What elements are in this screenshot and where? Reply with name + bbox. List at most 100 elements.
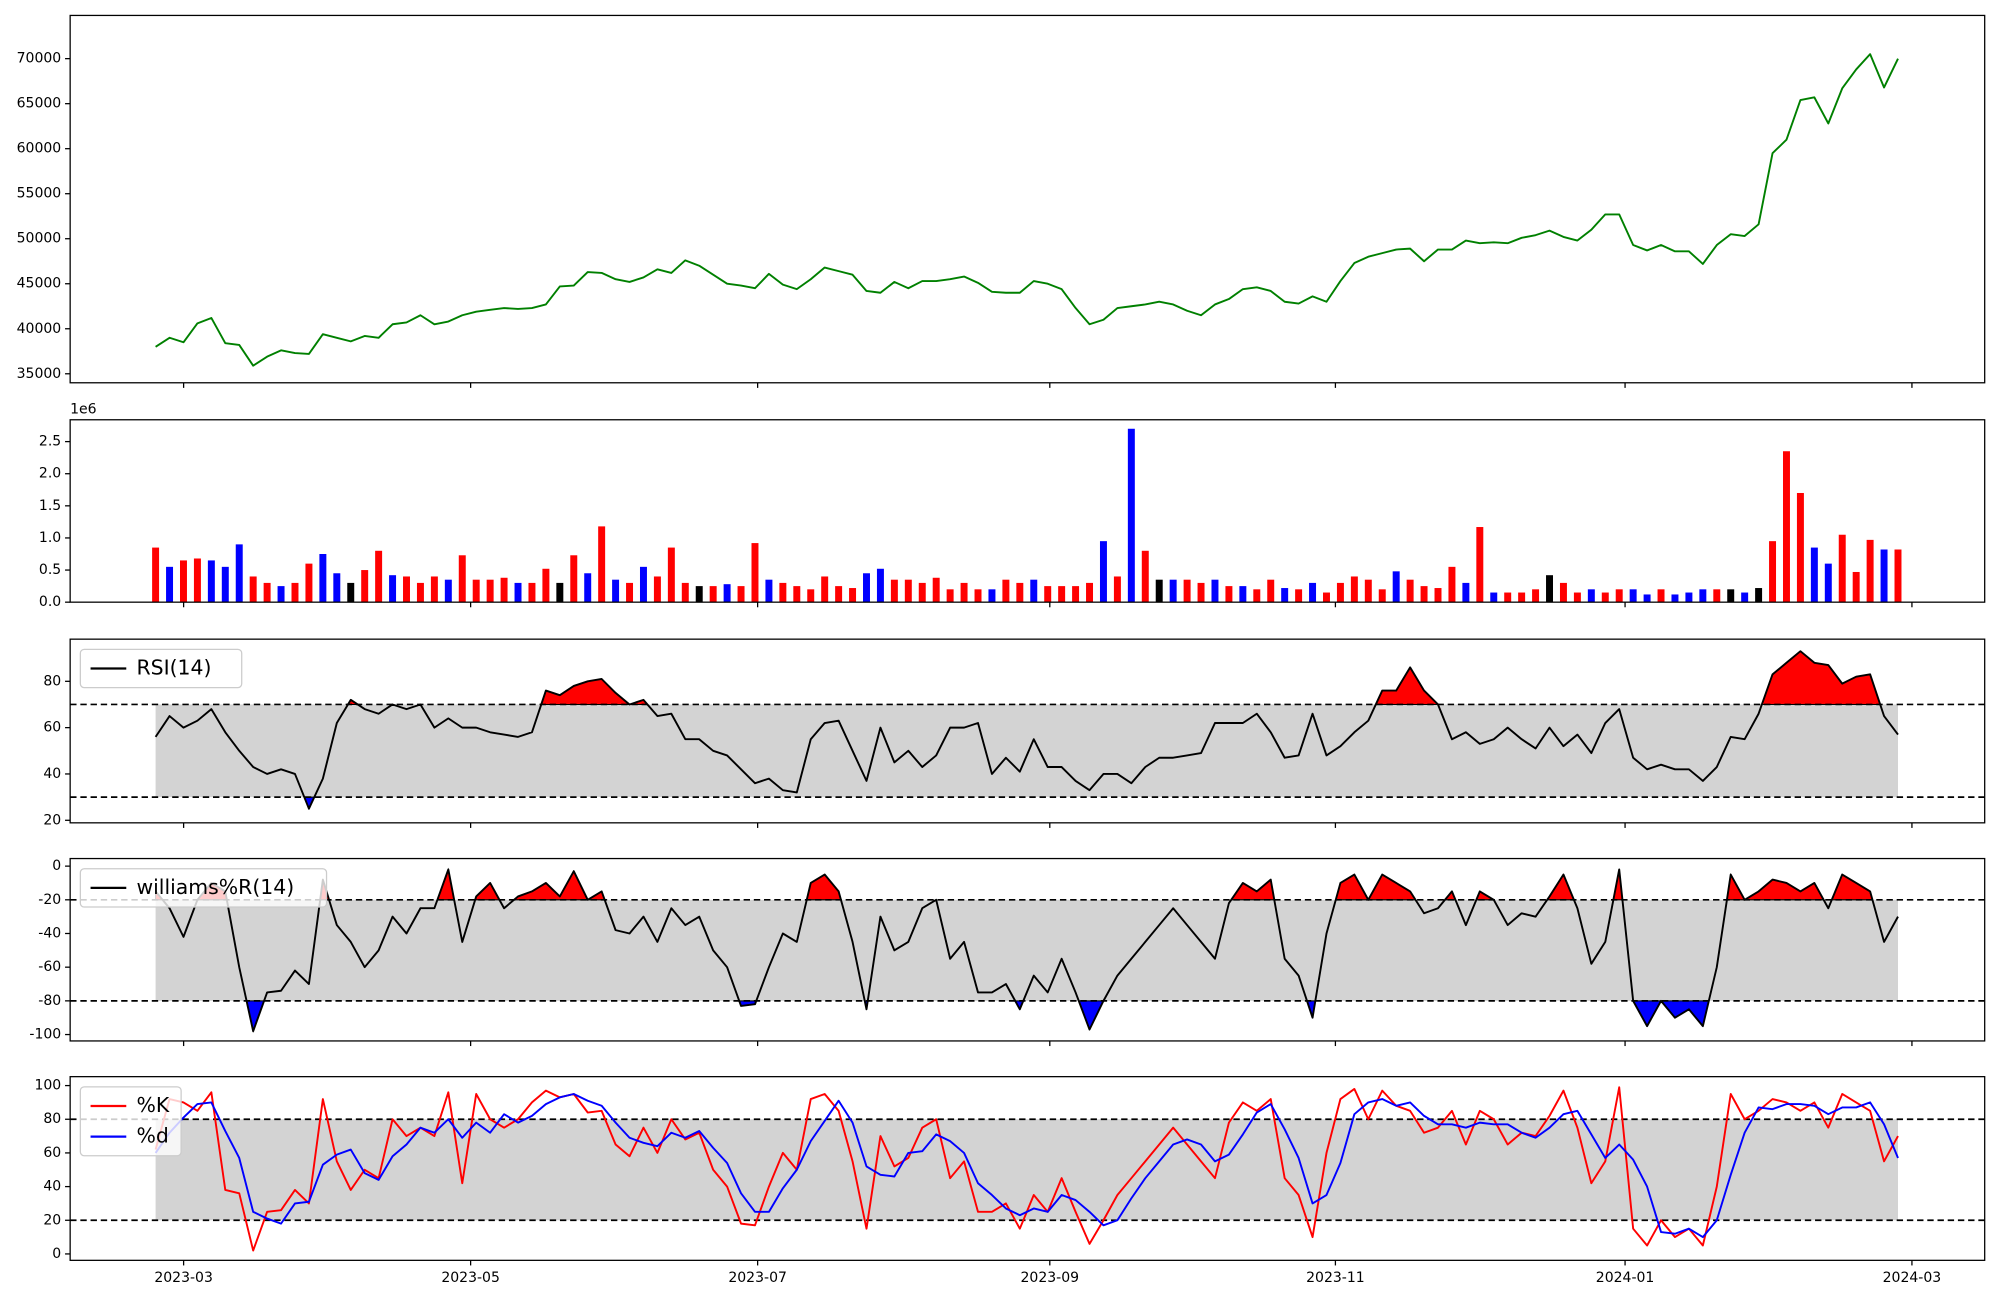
volume-bar — [1643, 594, 1651, 603]
y-tick-label: 1.5 — [39, 498, 61, 514]
y-tick-label: -60 — [38, 959, 61, 975]
volume-bar — [500, 577, 508, 603]
volume-bar — [639, 566, 647, 603]
volume-bar — [305, 563, 313, 603]
oversold-fill — [1659, 1000, 1710, 1028]
volume-bar — [946, 589, 954, 603]
volume-bar — [1044, 586, 1052, 603]
series-line — [155, 53, 1899, 367]
volume-bar — [1546, 575, 1553, 603]
y-tick-label: 20 — [43, 812, 61, 828]
plot-frame — [69, 419, 1986, 603]
volume-bar — [472, 579, 480, 603]
volume-bar — [556, 582, 564, 603]
volume-bar — [291, 582, 299, 603]
volume-bar — [207, 560, 215, 603]
volume-bar — [430, 576, 438, 603]
legend-box — [79, 648, 243, 689]
volume-bar — [849, 588, 857, 603]
volume-bar — [1476, 527, 1484, 603]
volume-bar — [514, 582, 522, 603]
volume-bar — [793, 586, 801, 603]
overbought-fill — [1761, 650, 1881, 705]
y-tick-label: 35000 — [17, 366, 62, 382]
volume-bar — [1099, 541, 1107, 603]
volume-bar — [932, 577, 940, 603]
volume-bar — [751, 543, 759, 603]
volume-bar — [1197, 582, 1205, 603]
volume-bar — [1113, 576, 1121, 603]
volume-bar — [1155, 579, 1163, 603]
volume-bar — [737, 586, 745, 603]
volume-bar — [1350, 576, 1358, 603]
y-tick-label: -80 — [38, 993, 61, 1009]
volume-bar — [1127, 428, 1135, 603]
volume-bar — [1824, 563, 1832, 603]
volume-bar — [1072, 586, 1080, 603]
volume-bar — [821, 576, 829, 603]
volume-bar — [1852, 571, 1860, 603]
volume-bar — [1532, 589, 1540, 603]
volume-bar — [598, 526, 606, 603]
x-tick-label: 2024-03 — [1883, 1270, 1942, 1286]
volume-bar — [626, 582, 634, 603]
volume-bar — [570, 555, 578, 603]
volume-bar — [1281, 588, 1289, 603]
y-tick-label: 1.0 — [39, 530, 61, 546]
y-tick-label: 0.0 — [39, 594, 61, 610]
volume-bar — [723, 584, 731, 603]
volume-bar — [1030, 579, 1038, 603]
y-tick-label: 2.5 — [39, 434, 61, 450]
volume-bar — [1336, 582, 1344, 603]
y-tick-label: 60000 — [17, 141, 62, 157]
volume-bar — [709, 586, 717, 603]
volume-bar — [1866, 539, 1874, 603]
volume-bar — [416, 582, 424, 603]
volume-bar — [486, 579, 494, 603]
volume-bar — [1699, 589, 1707, 603]
volume-bar — [988, 589, 996, 603]
volume-bar — [1601, 592, 1609, 603]
volume-bar — [667, 547, 675, 603]
volume-bar — [1629, 589, 1637, 603]
volume-bar — [653, 576, 661, 603]
volume-bar — [1657, 589, 1665, 603]
volume-bar — [876, 568, 884, 603]
volume-bar — [765, 579, 773, 603]
volume-bar — [1378, 589, 1386, 603]
x-tick-label: 2023-05 — [441, 1270, 500, 1286]
y-tick-label: 20 — [43, 1212, 61, 1228]
series-line — [154, 1093, 1899, 1239]
y-tick-label: 60 — [43, 1145, 61, 1161]
y-tick-label: 70000 — [17, 51, 62, 67]
volume-bar — [779, 582, 787, 603]
series-line — [154, 650, 1899, 810]
plot-frame — [69, 1076, 1986, 1261]
y-tick-label: 0 — [52, 1246, 61, 1262]
legend-label: %K — [136, 1093, 169, 1117]
volume-bar — [528, 582, 536, 603]
volume-bar — [1016, 582, 1024, 603]
volume-bar — [1755, 588, 1763, 603]
y-tick-label: 45000 — [17, 276, 62, 292]
volume-bar — [1183, 579, 1191, 603]
plot-frame — [69, 638, 1986, 824]
x-tick-label: 2023-03 — [154, 1270, 213, 1286]
volume-bar — [807, 589, 815, 603]
volume-bar — [1741, 592, 1749, 603]
y-tick-label: -20 — [38, 892, 61, 908]
x-tick-label: 2024-01 — [1596, 1270, 1655, 1286]
volume-bar — [1169, 579, 1177, 603]
volume-bar — [375, 550, 383, 603]
volume-bar — [974, 589, 982, 603]
volume-bar — [1392, 571, 1400, 603]
threshold-band — [155, 704, 1898, 798]
x-tick-label: 2023-07 — [728, 1270, 787, 1286]
y-tick-label: 0.5 — [39, 562, 61, 578]
threshold-band — [155, 899, 1898, 1001]
volume-bar — [1559, 582, 1567, 603]
volume-bar — [333, 573, 341, 603]
volume-bar — [863, 573, 870, 603]
volume-bar — [1420, 586, 1428, 603]
